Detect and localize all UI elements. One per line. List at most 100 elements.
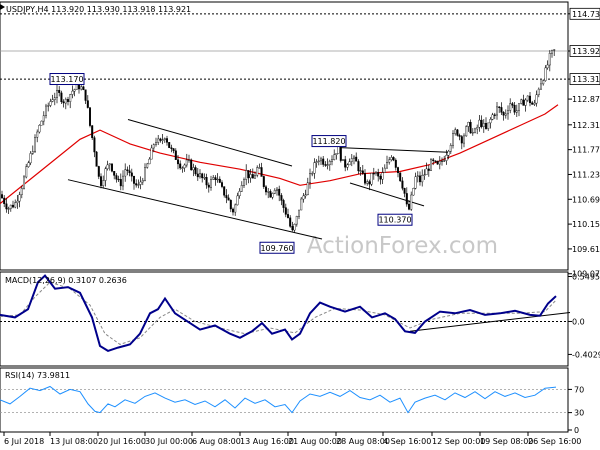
candle-body <box>265 186 268 193</box>
macd-pane-frame <box>0 271 569 367</box>
candle-body <box>379 175 382 180</box>
annotation-box <box>49 73 85 86</box>
candle-body <box>412 187 415 196</box>
candle-body <box>49 101 52 106</box>
candle-body <box>293 223 296 231</box>
candle-body <box>535 94 538 104</box>
candle-body <box>405 193 408 205</box>
candle-body <box>260 167 263 177</box>
candle-body <box>214 177 217 180</box>
macd-header: MACD(12,26,9) 0.3107 0.2636 <box>5 276 127 285</box>
candle-body <box>383 167 386 173</box>
candle-body <box>95 151 98 167</box>
candle-body <box>253 175 256 179</box>
price-pane-frame <box>0 1 569 271</box>
candle-body <box>9 204 12 209</box>
candle-body <box>368 181 371 185</box>
candle-body <box>388 159 391 163</box>
candle-body <box>161 139 164 141</box>
candle-body <box>119 179 122 187</box>
candle-body <box>333 154 336 161</box>
price-y-tick-label: 112.875 <box>572 95 600 104</box>
candle-body <box>38 124 41 133</box>
candle-body <box>304 194 307 197</box>
candle-body <box>11 204 14 208</box>
watermark: ActionForex.com <box>307 233 498 259</box>
candle-body <box>71 90 74 95</box>
candle-body <box>251 174 254 179</box>
candle-body <box>146 163 149 168</box>
candle-body <box>364 173 367 184</box>
rsi-pane: 70 30 0 RSI(14) 73.9811 <box>0 367 584 435</box>
candle-body <box>320 158 323 162</box>
candle-body <box>69 94 72 102</box>
candle-body <box>58 89 61 93</box>
candle-body <box>392 157 395 161</box>
candle-body <box>238 190 241 196</box>
candle-body <box>23 176 26 189</box>
candle-body <box>302 195 305 200</box>
candle-body <box>313 162 316 174</box>
candle-body <box>469 121 472 134</box>
candle-body <box>394 159 397 168</box>
candle-body <box>487 122 490 129</box>
candle-body <box>75 84 78 90</box>
candle-body <box>227 197 230 201</box>
candle-body <box>337 146 340 154</box>
candle-body <box>397 167 400 174</box>
macd-trendline <box>409 312 571 332</box>
candle-body <box>110 163 113 172</box>
candle-body <box>350 158 353 162</box>
candle-body <box>284 207 287 215</box>
candle-body <box>262 176 265 187</box>
time-tick-label: 21 Aug 00:00 <box>288 437 342 446</box>
candle-body <box>540 83 543 90</box>
candle-body <box>520 99 523 104</box>
candle-body <box>209 179 212 188</box>
price-y-tick-label: 109.615 <box>572 245 600 254</box>
rsi-line <box>0 385 557 414</box>
candle-body <box>403 188 406 194</box>
candle-body <box>29 153 32 164</box>
price-annotations: 113.170 111.820 110.370 109.760 <box>49 73 413 254</box>
candle-body <box>3 197 6 205</box>
candle-body <box>187 159 190 161</box>
candlesticks <box>1 49 556 233</box>
candle-body <box>16 200 19 203</box>
candle-body <box>152 144 155 149</box>
candle-body <box>183 164 186 169</box>
candle-body <box>476 127 479 130</box>
candle-body <box>421 174 424 183</box>
candle-body <box>454 129 457 134</box>
candle-body <box>247 170 250 179</box>
candle-body <box>256 167 259 176</box>
candle-body <box>465 126 468 137</box>
candle-body <box>498 106 501 108</box>
price-pane: ActionForex.com 113.170 111.820 110.370 109… <box>0 1 600 279</box>
candle-body <box>231 208 234 213</box>
macd-y-axis: 0.5495 -0.4029 0.0 <box>568 272 600 359</box>
candle-body <box>524 99 527 106</box>
candle-body <box>128 170 131 174</box>
candle-body <box>529 95 532 104</box>
price-trendline <box>67 179 323 240</box>
candle-body <box>344 159 347 168</box>
price-level-label-box <box>569 45 600 57</box>
candle-body <box>218 178 221 183</box>
candle-body <box>408 203 411 210</box>
candle-body <box>546 64 549 69</box>
candle-body <box>181 167 184 169</box>
annotation-box <box>311 135 347 148</box>
candle-body <box>386 161 389 169</box>
candle-body <box>478 119 481 128</box>
candle-body <box>544 67 547 81</box>
price-y-tick-label: 110.155 <box>572 220 600 229</box>
candle-body <box>36 131 39 138</box>
candle-body <box>419 175 422 183</box>
candle-body <box>240 184 243 192</box>
candle-body <box>491 114 494 120</box>
candle-body <box>77 84 80 90</box>
candle-body <box>291 226 294 231</box>
price-y-tick-label: 112.315 <box>572 121 600 130</box>
candle-body <box>348 161 351 166</box>
